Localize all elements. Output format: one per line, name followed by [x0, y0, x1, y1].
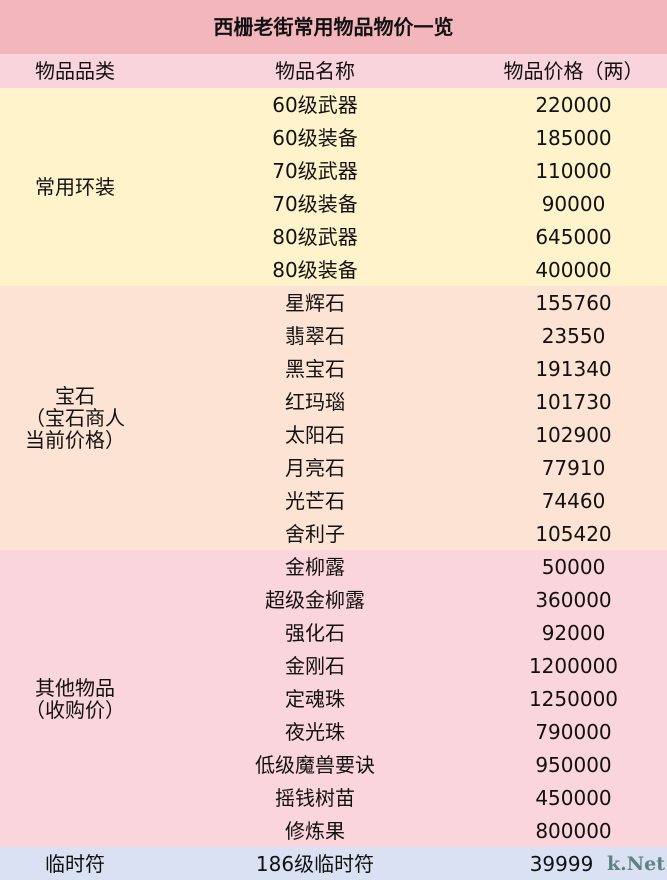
- table-row: 70级武器 110000: [0, 154, 667, 187]
- table-row: 定魂珠 1250000: [0, 682, 667, 715]
- price-cell: 191340: [480, 352, 667, 385]
- price-cell: 23550: [480, 319, 667, 352]
- price-cell: 50000: [480, 550, 667, 583]
- name-cell: 舍利子: [150, 517, 480, 550]
- name-cell: 60级武器: [150, 88, 480, 121]
- category-cell: 宝石 （宝石商人 当前价格）: [0, 286, 150, 550]
- price-cell: 155760: [480, 286, 667, 319]
- price-cell: 90000: [480, 187, 667, 220]
- table-row: 红玛瑙 101730: [0, 385, 667, 418]
- header-category: 物品品类: [0, 54, 150, 88]
- table-row: 舍利子 105420: [0, 517, 667, 550]
- name-cell: 星辉石: [150, 286, 480, 319]
- category-cell: 其他物品 （收购价）: [0, 550, 150, 847]
- table-row: 金刚石 1200000: [0, 649, 667, 682]
- price-cell: 950000: [480, 748, 667, 781]
- table-row: 月亮石 77910: [0, 451, 667, 484]
- name-cell: 定魂珠: [150, 682, 480, 715]
- category-cell: 常用环装: [0, 88, 150, 286]
- table-row: 低级魔兽要诀 950000: [0, 748, 667, 781]
- price-cell: 92000: [480, 616, 667, 649]
- price-cell: 800000: [480, 814, 667, 847]
- price-cell: 360000: [480, 583, 667, 616]
- table-row: 宝石 （宝石商人 当前价格） 星辉石 155760: [0, 286, 667, 550]
- table-row: 60级装备 185000: [0, 121, 667, 154]
- name-cell: 太阳石: [150, 418, 480, 451]
- table-row: 摇钱树苗 450000: [0, 781, 667, 814]
- name-cell: 金柳露: [150, 550, 480, 583]
- name-cell: 低级魔兽要诀: [150, 748, 480, 781]
- name-cell: 修炼果: [150, 814, 480, 847]
- table-row: 光芒石 74460: [0, 484, 667, 517]
- price-cell: 1250000: [480, 682, 667, 715]
- name-cell: 80级装备: [150, 253, 480, 286]
- price-cell: 790000: [480, 715, 667, 748]
- table-row: 80级装备 400000: [0, 253, 667, 286]
- name-cell: 黑宝石: [150, 352, 480, 385]
- price-cell: 185000: [480, 121, 667, 154]
- name-cell: 70级武器: [150, 154, 480, 187]
- name-cell: 摇钱树苗: [150, 781, 480, 814]
- price-cell: 400000: [480, 253, 667, 286]
- price-cell: 39999: [480, 847, 667, 880]
- price-cell: 1200000: [480, 649, 667, 682]
- name-cell: 红玛瑙: [150, 385, 480, 418]
- price-cell: 220000: [480, 88, 667, 121]
- price-cell: 450000: [480, 781, 667, 814]
- price-cell: 110000: [480, 154, 667, 187]
- price-cell: 74460: [480, 484, 667, 517]
- header-name: 物品名称: [150, 54, 480, 88]
- table-row: 常用环装 60级武器 220000: [0, 88, 667, 286]
- table-row: 翡翠石 23550: [0, 319, 667, 352]
- name-cell: 月亮石: [150, 451, 480, 484]
- name-cell: 超级金柳露: [150, 583, 480, 616]
- table-row: 修炼果 800000: [0, 814, 667, 847]
- price-cell: 101730: [480, 385, 667, 418]
- table-row: 超级金柳露 360000: [0, 583, 667, 616]
- price-cell: 645000: [480, 220, 667, 253]
- table-row: 临时符 186级临时符 39999: [0, 847, 667, 880]
- table-row: 黑宝石 191340: [0, 352, 667, 385]
- table-row: 夜光珠 790000: [0, 715, 667, 748]
- watermark: k.Net: [606, 853, 665, 875]
- name-cell: 光芒石: [150, 484, 480, 517]
- price-cell: 77910: [480, 451, 667, 484]
- table-row: 强化石 92000: [0, 616, 667, 649]
- name-cell: 翡翠石: [150, 319, 480, 352]
- name-cell: 186级临时符: [150, 847, 480, 880]
- name-cell: 60级装备: [150, 121, 480, 154]
- name-cell: 金刚石: [150, 649, 480, 682]
- table-row: 80级武器 645000: [0, 220, 667, 253]
- price-cell: 105420: [480, 517, 667, 550]
- name-cell: 80级武器: [150, 220, 480, 253]
- table-row: 太阳石 102900: [0, 418, 667, 451]
- table-row: 70级装备 90000: [0, 187, 667, 220]
- header-price: 物品价格（两）: [480, 54, 667, 88]
- category-cell: 临时符: [0, 847, 150, 880]
- name-cell: 夜光珠: [150, 715, 480, 748]
- name-cell: 70级装备: [150, 187, 480, 220]
- name-cell: 强化石: [150, 616, 480, 649]
- table-row: 其他物品 （收购价） 金柳露 50000: [0, 550, 667, 847]
- price-cell: 102900: [480, 418, 667, 451]
- table-title: 西栅老街常用物品物价一览: [0, 0, 667, 54]
